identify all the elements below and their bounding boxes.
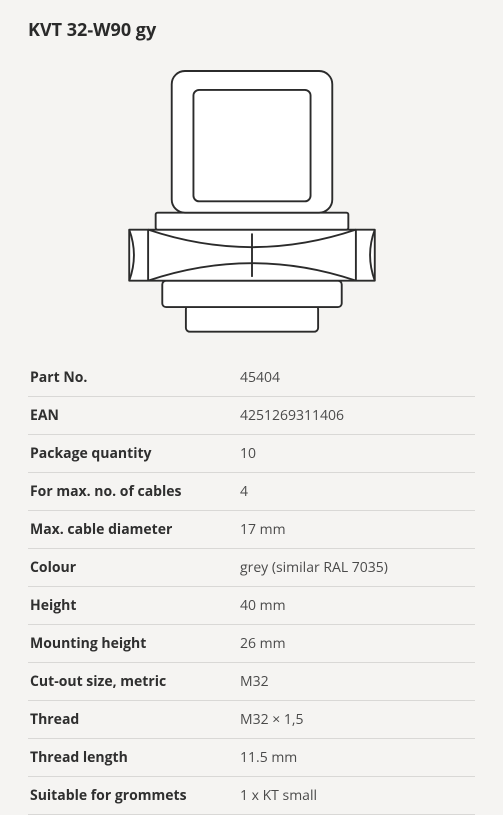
spec-value: 45404 bbox=[238, 359, 475, 397]
spec-value: 17 mm bbox=[238, 511, 475, 549]
spec-row: Part No.45404 bbox=[28, 359, 475, 397]
spec-row: Mounting height26 mm bbox=[28, 625, 475, 663]
spec-value: 26 mm bbox=[238, 625, 475, 663]
spec-label: Package quantity bbox=[28, 435, 238, 473]
spec-row: For max. no. of cables4 bbox=[28, 473, 475, 511]
spec-value: 4251269311406 bbox=[238, 397, 475, 435]
spec-label: Part No. bbox=[28, 359, 238, 397]
spec-value: M32 bbox=[238, 663, 475, 701]
spec-label: Thread length bbox=[28, 739, 238, 777]
spec-row: EAN4251269311406 bbox=[28, 397, 475, 435]
spec-value: 4 bbox=[238, 473, 475, 511]
spec-label: Suitable for grommets bbox=[28, 777, 238, 815]
spec-value: 11.5 mm bbox=[238, 739, 475, 777]
spec-row: Suitable for grommets1 x KT small bbox=[28, 777, 475, 815]
spec-value: M32 × 1,5 bbox=[238, 701, 475, 739]
spec-row: Thread length11.5 mm bbox=[28, 739, 475, 777]
spec-label: Cut-out size, metric bbox=[28, 663, 238, 701]
spec-label: EAN bbox=[28, 397, 238, 435]
spec-row: Max. cable diameter17 mm bbox=[28, 511, 475, 549]
spec-label: Max. cable diameter bbox=[28, 511, 238, 549]
spec-value: 10 bbox=[238, 435, 475, 473]
spec-label: Mounting height bbox=[28, 625, 238, 663]
spec-row: Cut-out size, metricM32 bbox=[28, 663, 475, 701]
spec-table: Part No.45404EAN4251269311406Package qua… bbox=[28, 359, 475, 815]
spec-label: Thread bbox=[28, 701, 238, 739]
spec-value: 40 mm bbox=[238, 587, 475, 625]
spec-label: Height bbox=[28, 587, 238, 625]
spec-row: Height40 mm bbox=[28, 587, 475, 625]
spec-row: Colourgrey (similar RAL 7035) bbox=[28, 549, 475, 587]
product-line-drawing bbox=[28, 56, 475, 341]
spec-label: For max. no. of cables bbox=[28, 473, 238, 511]
product-title: KVT 32-W90 gy bbox=[28, 18, 475, 42]
spec-label: Colour bbox=[28, 549, 238, 587]
spec-value: grey (similar RAL 7035) bbox=[238, 549, 475, 587]
spec-row: Package quantity10 bbox=[28, 435, 475, 473]
spec-row: ThreadM32 × 1,5 bbox=[28, 701, 475, 739]
spec-value: 1 x KT small bbox=[238, 777, 475, 815]
